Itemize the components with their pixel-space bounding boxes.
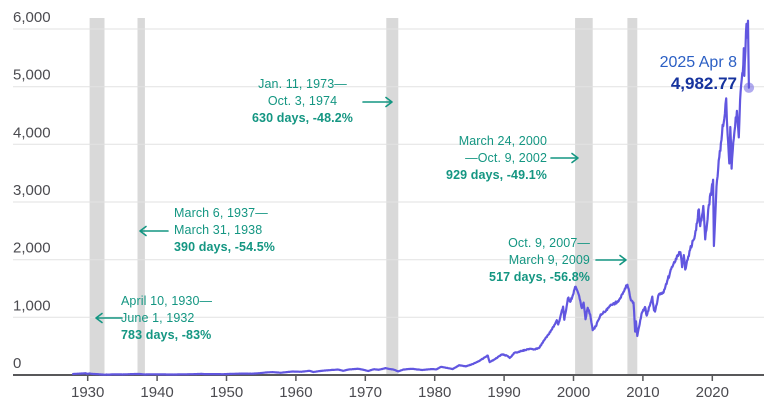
annotation-date-range: March 31, 1938 [174,223,263,237]
x-axis-tick-label: 1940 [140,384,173,401]
annotation-date-range: Oct. 3, 1974 [267,94,338,108]
x-axis-tick-label: 1980 [418,384,451,401]
recession-band [575,18,593,374]
recession-band [386,18,399,374]
annotation-date-range: April 10, 1930— [121,294,213,308]
y-axis-tick-label: 5,000 [13,67,51,84]
annotation-stats: 929 days, -49.1% [446,168,547,182]
recession-band [627,18,638,374]
x-axis-tick-label: 1990 [487,384,520,401]
x-axis-tick-label: 2020 [696,384,729,401]
endpoint-date: 2025 Apr 8 [659,54,737,71]
endpoint-value: 4,982.77 [670,74,737,93]
x-axis-tick-label: 1970 [349,384,382,401]
annotation-date-range: Jan. 11, 1973— [258,77,347,91]
annotation-arrow-right [362,96,393,108]
annotation-bear-1937: March 6, 1937— March 31, 1938 390 days, … [174,205,289,256]
annotation-date-range: March 24, 2000 [458,134,547,148]
annotation-date-range: Oct. 9, 2007— [508,236,590,250]
x-axis-tick-label: 2010 [626,384,659,401]
annotation-bear-1973: Jan. 11, 1973— Oct. 3, 1974 630 days, -4… [240,76,365,127]
annotation-date-range: —Oct. 9, 2002 [465,151,547,165]
annotation-bear-2000: March 24, 2000 —Oct. 9, 2002 929 days, -… [430,133,547,184]
annotation-arrow-left [95,312,123,324]
x-axis-tick-label: 1960 [279,384,312,401]
sp500-price-line [72,19,750,376]
annotation-date-range: March 9, 2009 [508,253,590,267]
annotation-stats: 783 days, -83% [121,328,212,342]
y-axis-tick-label: 1,000 [13,297,51,314]
annotation-bear-1930: April 10, 1930— June 1, 1932 783 days, -… [121,293,231,344]
annotation-bear-2007: Oct. 9, 2007— March 9, 2009 517 days, -5… [468,235,590,286]
endpoint-label: 2025 Apr 8 4,982.77 [600,52,737,94]
x-axis-tick-label: 1930 [71,384,104,401]
annotation-arrow-right [595,254,627,266]
annotation-stats: 390 days, -54.5% [174,240,275,254]
y-axis-tick-label: 2,000 [13,240,51,257]
y-axis-tick-label: 3,000 [13,182,51,199]
recession-band [137,18,145,374]
y-axis-tick-label: 6,000 [13,9,51,26]
recession-band [89,18,105,374]
y-axis-tick-label: 0 [13,355,21,372]
annotation-stats: 630 days, -48.2% [252,111,353,125]
endpoint-dot [743,82,755,93]
annotation-stats: 517 days, -56.8% [489,270,590,284]
y-axis-tick-label: 4,000 [13,124,51,141]
annotation-arrow-left [139,225,169,237]
x-axis-tick-label: 2000 [557,384,590,401]
annotation-date-range: June 1, 1932 [121,311,195,325]
annotation-date-range: March 6, 1937— [174,206,268,220]
annotation-arrow-right [550,152,579,164]
x-axis-tick-label: 1950 [210,384,243,401]
